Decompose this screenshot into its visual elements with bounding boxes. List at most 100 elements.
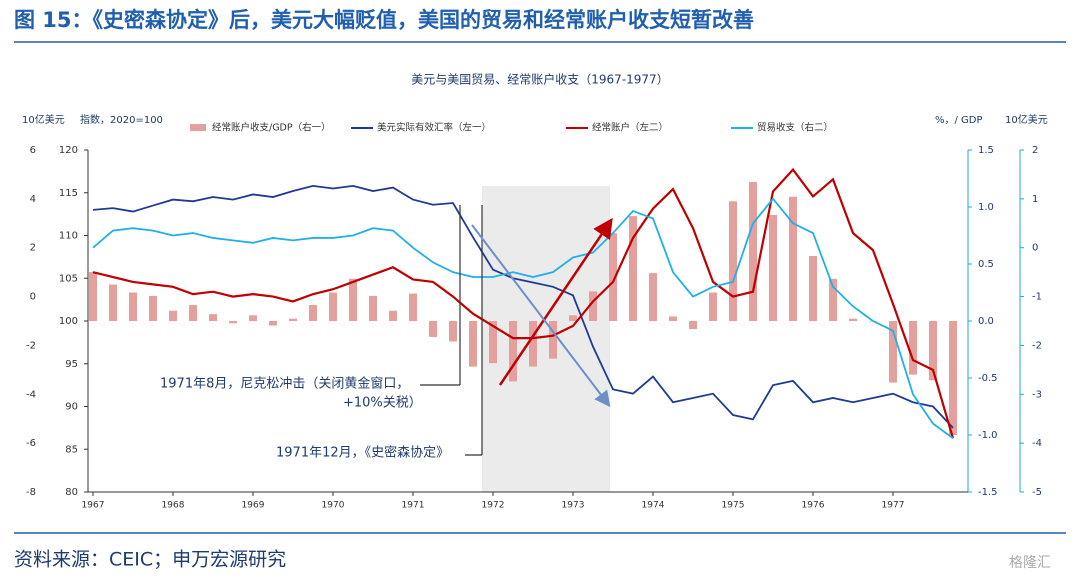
y-tick-label: -5 [1032,487,1042,498]
y-tick-label: 100 [59,316,78,327]
x-tick-label: 1969 [242,501,265,511]
y-tick-label: -4 [26,389,36,400]
y-tick-label: -4 [1032,438,1042,449]
line [92,167,955,439]
x-tick-label: 1976 [802,501,825,511]
x-tick-label: 1973 [562,501,585,511]
x-tick-label: 1967 [82,501,105,511]
bar [689,321,697,329]
y-tick-label: 1 [1032,194,1038,205]
bar [929,321,937,381]
axis-title: 10亿美元 [22,113,65,126]
bar [109,284,117,321]
bar [329,292,337,321]
x-tick-label: 1970 [322,501,345,511]
bar [429,321,437,337]
trend-arrow [498,217,613,386]
line [92,197,954,439]
axis-title: %，/ GDP [935,115,983,126]
bar [509,321,517,382]
x-tick-label: 1968 [162,501,185,511]
bar [769,214,777,321]
legend-label: 经常账户（左二） [592,122,668,134]
bar [249,315,257,321]
bar [129,292,137,321]
y-tick-label: 1.0 [978,202,994,213]
y-tick-label: -1.0 [978,430,998,441]
bar [549,321,557,359]
x-tick-label: 1977 [882,501,905,511]
bar [369,295,377,321]
legend-label: 经常账户收支/GDP（右一） [212,122,331,134]
bar [629,216,637,321]
bar [309,305,317,321]
y-tick-label: 0.0 [978,316,994,327]
bar [529,321,537,367]
y-tick-label: 120 [59,145,78,156]
trend-arrow [471,224,611,408]
bar [149,295,157,321]
y-tick-label: -1.5 [978,487,998,498]
bar [789,196,797,321]
bar [589,291,597,321]
source: 资料来源：CEIC；申万宏源研究 [14,549,286,571]
watermark: 格隆汇 [1009,555,1051,571]
bar [349,278,357,321]
y-tick-label: 95 [65,359,78,370]
y-tick-label: 4 [30,194,36,205]
y-tick-label: 2 [30,243,36,254]
y-tick-label: -2 [26,340,36,351]
bar [489,321,497,364]
bar [209,314,217,321]
page-title: 图 15：《史密森协定》后，美元大幅贬值，美国的贸易和经常账户收支短暂改善 [14,8,754,32]
x-tick-label: 1971 [402,501,425,511]
y-tick-label: 6 [30,145,36,156]
y-tick-label: -0.5 [978,373,998,384]
legend-swatch [190,124,206,131]
bar [709,292,717,321]
y-tick-label: 110 [59,231,78,242]
y-tick-label: 0 [30,292,36,303]
bar [609,233,617,321]
y-tick-label: 85 [65,444,78,455]
y-tick-label: 90 [65,402,78,413]
bar [449,321,457,342]
legend-label: 贸易收支（右二） [757,122,833,134]
bar [289,318,297,321]
bar [669,316,677,321]
bar [649,273,657,321]
bar [89,271,97,321]
y-tick-label: -6 [26,438,36,449]
line [92,184,954,429]
y-tick-label: 1.5 [978,145,994,156]
bar [949,321,957,435]
bar [749,181,757,321]
y-tick-label: -8 [26,487,36,498]
bar [269,321,277,326]
y-tick-label: 0.5 [978,259,994,270]
shaded-period [482,186,610,492]
bar [229,321,237,324]
annotation: 1971年12月，《史密森协定》 [276,445,449,461]
plot: 10亿美元6420-2-4-6-8指数，2020=100120115110105… [22,113,1048,511]
y-tick-label: 80 [65,487,78,498]
bar [729,201,737,321]
bar [169,310,177,321]
bar [409,293,417,321]
x-tick-label: 1972 [482,501,505,511]
annotation: 1971年8月，尼克松冲击（关闭黄金窗口， [160,376,409,392]
bar [909,321,917,375]
bar [569,315,577,321]
axis-title: 10亿美元 [1005,113,1048,126]
y-tick-label: -3 [1032,389,1042,400]
axis-title: 指数，2020=100 [80,113,163,126]
bar [389,310,397,321]
bar [849,318,857,321]
bar [809,256,817,321]
y-tick-label: -2 [1032,340,1042,351]
annotation: +10%关税） [343,396,422,411]
legend-label: 美元实际有效汇率（左一） [377,122,491,134]
x-tick-label: 1975 [722,501,745,511]
y-tick-label: 105 [59,273,78,284]
